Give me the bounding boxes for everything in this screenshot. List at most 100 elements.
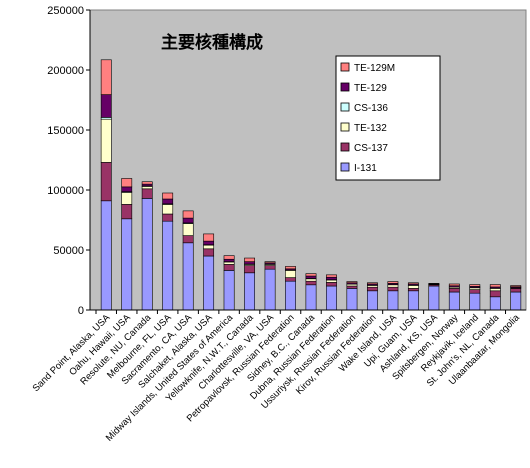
legend-label: I-131	[354, 163, 377, 174]
bar-segment-te-129m	[244, 257, 255, 262]
legend-swatch	[340, 62, 350, 72]
bar-segment-te-129m	[223, 255, 235, 260]
legend-swatch	[340, 122, 350, 132]
bar-segment-te-132	[223, 261, 235, 265]
bar-segment-i-131	[469, 292, 481, 311]
bar-segment-te-129m	[326, 274, 337, 278]
legend-swatch	[340, 82, 350, 92]
legend-label: CS-136	[354, 103, 388, 114]
bar-segment-cs-137	[182, 235, 194, 244]
bar-segment-te-132	[305, 278, 317, 282]
bar-segment-te-129	[203, 240, 215, 246]
y-tick-label: 50000	[53, 245, 84, 257]
bar-segment-te-132	[489, 288, 501, 292]
bar-segment-te-129	[305, 275, 317, 279]
bar-segment-i-131	[367, 290, 378, 311]
bar-segment-te-129m	[121, 178, 133, 188]
bar-segment-i-131	[162, 220, 174, 311]
bar-segment-te-129m	[264, 261, 276, 264]
bar-segment-te-132	[326, 279, 337, 283]
bar-segment-te-129	[244, 261, 255, 265]
bar-segment-i-131	[326, 285, 337, 311]
bar-segment-te-129m	[182, 210, 194, 219]
bars	[100, 59, 522, 311]
legend-label: TE-129M	[354, 63, 395, 74]
chart-title: 主要核種構成	[161, 32, 263, 53]
bar-segment-cs-137	[244, 265, 255, 274]
bar-segment-te-129m	[162, 192, 174, 200]
bar-segment-i-131	[448, 291, 460, 311]
legend-label: TE-129	[354, 83, 387, 94]
bar-segment-te-132	[121, 192, 133, 205]
legend-swatch	[340, 102, 350, 112]
bar-segment-te-129m	[305, 273, 317, 277]
plot-area	[89, 9, 527, 311]
bar-segment-cs-137	[469, 289, 481, 294]
bar-segment-cs-137	[285, 277, 296, 282]
bar-segment-cs-137	[162, 213, 174, 222]
bar-segment-i-131	[305, 284, 317, 311]
bar-segment-te-129m	[469, 284, 481, 287]
bar-segment-te-132	[100, 118, 112, 163]
bar-segment-cs-137	[223, 264, 235, 271]
bar-segment-i-131	[346, 288, 358, 311]
bar-segment-i-131	[285, 280, 296, 311]
bar-segment-te-129	[326, 276, 337, 280]
bar-segment-cs-137	[407, 288, 419, 292]
y-tick-label: 250000	[47, 5, 84, 17]
bar-segment-te-129m	[407, 282, 419, 285]
legend-label: TE-132	[354, 123, 387, 134]
bar-segment-cs-137	[141, 188, 153, 199]
bar-segment-te-129m	[367, 282, 378, 285]
bar-segment-cs-137	[387, 286, 399, 292]
bar-segment-te-129m	[510, 285, 522, 288]
legend-swatch	[340, 162, 350, 172]
bar-segment-te-129m	[346, 281, 358, 284]
bar-segment-i-131	[407, 290, 419, 311]
bar-segment-te-132	[162, 204, 174, 215]
bar-segment-te-129	[162, 198, 174, 205]
bar-segment-te-132	[387, 284, 399, 288]
y-tick-label: 150000	[47, 125, 84, 137]
bar-segment-i-131	[100, 200, 112, 311]
bar-segment-i-131	[223, 270, 235, 311]
bar-segment-cs-137	[448, 288, 460, 293]
bar-segment-te-129	[121, 186, 133, 192]
legend: TE-129M TE-129 CS-136 TE-132 CS-137 I-131	[335, 55, 441, 181]
bar-segment-cs-137	[100, 162, 112, 202]
bar-segment-cs-137	[121, 204, 133, 220]
bar-segment-te-129	[223, 258, 235, 262]
bar-segment-cs-137	[203, 248, 215, 257]
bar-segment-te-132	[203, 244, 215, 250]
bar-segment-cs-137	[346, 285, 358, 289]
bar-segment-cs-137	[489, 290, 501, 298]
bar-segment-i-131	[510, 291, 522, 311]
bar-segment-te-132	[182, 223, 194, 236]
y-tick-label: 200000	[47, 65, 84, 77]
bar-segment-te-129m	[141, 181, 153, 185]
bar-segment-te-132	[407, 285, 419, 289]
bar-segment-i-131	[428, 285, 440, 311]
legend-swatch	[340, 142, 350, 152]
bar-segment-cs-137	[264, 265, 276, 270]
bar-segment-i-131	[387, 290, 399, 311]
bar-segment-cs-137	[367, 286, 378, 292]
bar-segment-i-131	[244, 272, 255, 311]
bar-segment-te-129m	[489, 284, 501, 288]
bar-segment-i-131	[182, 242, 194, 311]
y-tick-label: 100000	[47, 185, 84, 197]
y-axis: 0 50000 100000 150000 200000 250000	[47, 5, 91, 317]
x-tick-label: Sand Point, Alaska, USA	[31, 312, 113, 394]
bar-segment-te-129m	[100, 59, 112, 95]
bar-segment-i-131	[264, 268, 276, 311]
y-tick-label: 0	[78, 305, 84, 317]
bar-segment-te-129	[182, 217, 194, 224]
bar-segment-i-131	[203, 255, 215, 311]
bar-segment-te-129m	[285, 266, 296, 270]
legend-label: CS-137	[354, 143, 388, 154]
bar-segment-te-129m	[203, 233, 215, 242]
bar-segment-cs-137	[305, 280, 317, 286]
bar-segment-te-129m	[448, 283, 460, 287]
